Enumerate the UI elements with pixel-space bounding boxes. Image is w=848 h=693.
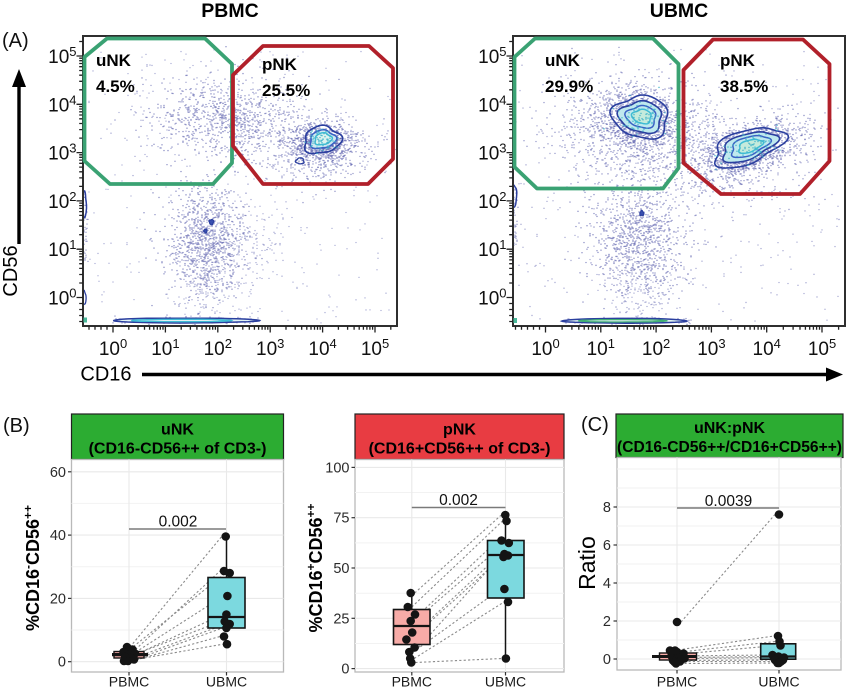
svg-text:100: 100 <box>325 460 349 476</box>
svg-text:102: 102 <box>478 189 506 213</box>
svg-text:100: 100 <box>99 336 127 360</box>
svg-text:(CD16+CD56++ of CD3-): (CD16+CD56++ of CD3-) <box>369 441 551 458</box>
svg-text:105: 105 <box>48 44 76 68</box>
svg-text:102: 102 <box>48 189 76 213</box>
svg-text:uNK: uNK <box>161 422 194 439</box>
svg-text:PBMC: PBMC <box>657 674 697 690</box>
svg-text:25: 25 <box>333 611 349 627</box>
svg-text:103: 103 <box>478 141 506 165</box>
svg-text:100: 100 <box>48 286 76 310</box>
svg-text:uNK:pNK: uNK:pNK <box>694 420 766 437</box>
svg-text:105: 105 <box>478 44 506 68</box>
svg-text:102: 102 <box>642 336 670 360</box>
svg-text:uNK: uNK <box>96 51 132 70</box>
svg-text:101: 101 <box>587 336 615 360</box>
svg-text:(CD16-CD56++/CD16+CD56++): (CD16-CD56++/CD16+CD56++) <box>617 439 842 456</box>
svg-text:0.0039: 0.0039 <box>705 493 752 510</box>
svg-text:(CD16-CD56++ of CD3-): (CD16-CD56++ of CD3-) <box>89 441 267 458</box>
svg-text:0.002: 0.002 <box>439 492 478 509</box>
svg-text:104: 104 <box>48 92 76 116</box>
svg-text:103: 103 <box>48 141 76 165</box>
svg-text:8: 8 <box>603 500 611 516</box>
svg-text:pNK: pNK <box>720 51 756 70</box>
svg-text:100: 100 <box>531 336 559 360</box>
svg-text:101: 101 <box>151 336 179 360</box>
svg-text:4: 4 <box>603 576 611 592</box>
svg-text:UBMC: UBMC <box>485 674 526 690</box>
svg-text:(A): (A) <box>2 30 29 52</box>
svg-text:105: 105 <box>361 336 389 360</box>
svg-text:4.5%: 4.5% <box>96 77 135 96</box>
svg-text:101: 101 <box>478 237 506 261</box>
svg-text:UBMC: UBMC <box>206 674 247 690</box>
svg-text:CD56: CD56 <box>0 245 22 296</box>
svg-text:104: 104 <box>753 336 781 360</box>
svg-text:UBMC: UBMC <box>758 674 799 690</box>
svg-text:101: 101 <box>48 237 76 261</box>
svg-text:(C): (C) <box>581 414 609 436</box>
svg-text:20: 20 <box>50 591 66 607</box>
svg-text:29.9%: 29.9% <box>545 77 593 96</box>
svg-text:%CD16+CD56++: %CD16+CD56++ <box>304 503 326 632</box>
svg-text:0: 0 <box>58 655 66 671</box>
svg-text:0: 0 <box>603 652 611 668</box>
svg-text:PBMC: PBMC <box>109 674 149 690</box>
svg-text:pNK: pNK <box>262 55 298 74</box>
svg-text:103: 103 <box>697 336 725 360</box>
svg-text:uNK: uNK <box>545 51 581 70</box>
svg-text:PBMC: PBMC <box>201 0 258 22</box>
svg-text:25.5%: 25.5% <box>262 81 310 100</box>
svg-text:0.002: 0.002 <box>159 514 198 531</box>
svg-text:104: 104 <box>478 92 506 116</box>
svg-text:%CD16-CD56++: %CD16-CD56++ <box>21 505 43 631</box>
svg-text:(B): (B) <box>3 415 30 437</box>
svg-text:Ratio: Ratio <box>574 536 600 590</box>
svg-text:102: 102 <box>204 336 232 360</box>
svg-text:CD16: CD16 <box>80 364 131 386</box>
svg-text:UBMC: UBMC <box>650 0 709 22</box>
svg-text:75: 75 <box>333 511 349 527</box>
svg-text:0: 0 <box>341 662 349 678</box>
svg-text:40: 40 <box>50 528 66 544</box>
svg-text:2: 2 <box>603 614 611 630</box>
svg-text:PBMC: PBMC <box>392 674 432 690</box>
svg-text:50: 50 <box>333 561 349 577</box>
svg-text:pNK: pNK <box>443 422 476 439</box>
svg-text:103: 103 <box>256 336 284 360</box>
svg-text:6: 6 <box>603 538 611 554</box>
svg-text:38.5%: 38.5% <box>720 77 768 96</box>
svg-text:60: 60 <box>50 465 66 481</box>
svg-text:100: 100 <box>478 286 506 310</box>
svg-text:104: 104 <box>308 336 336 360</box>
svg-text:105: 105 <box>808 336 836 360</box>
